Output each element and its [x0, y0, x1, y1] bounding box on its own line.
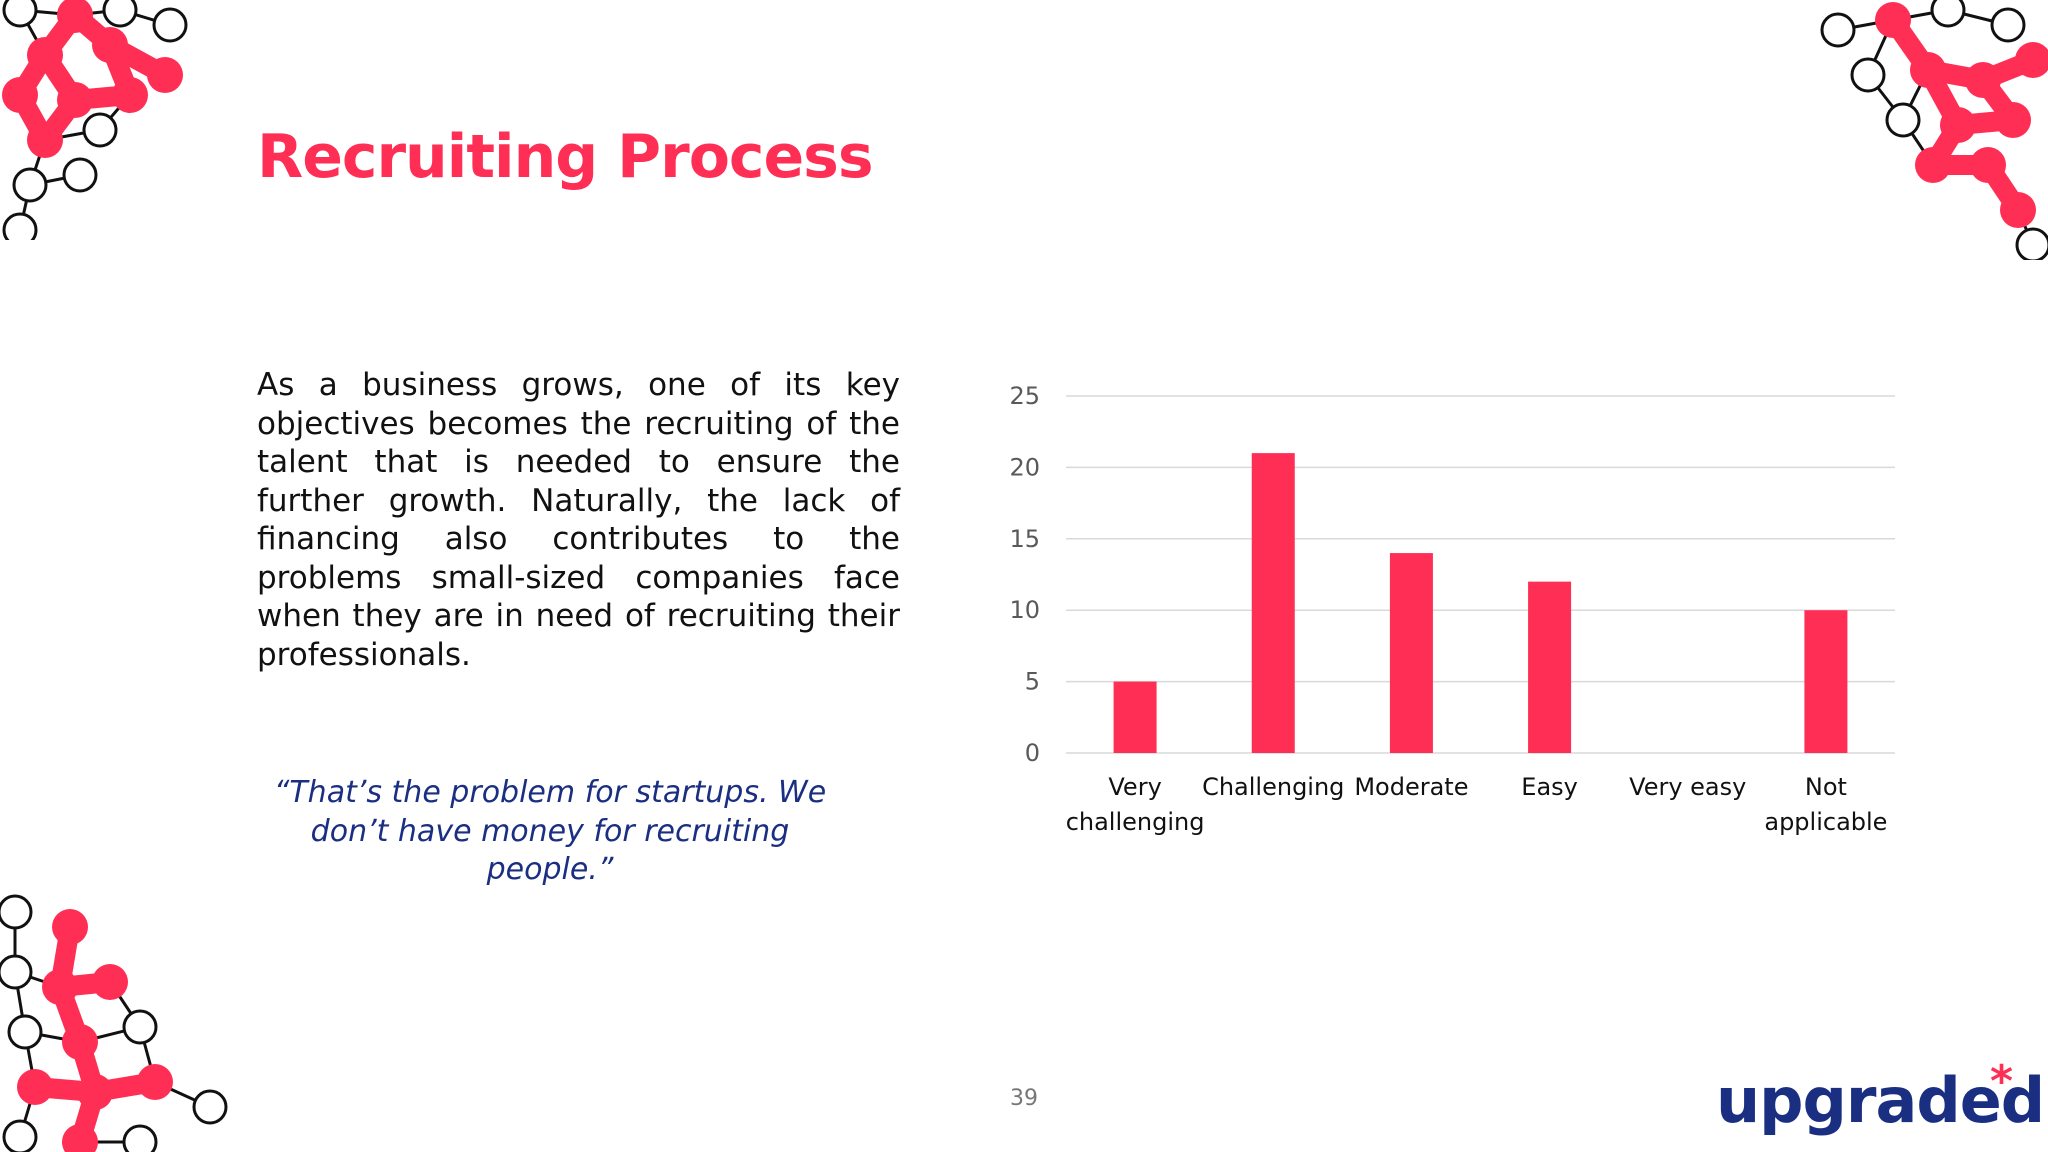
corner-molecule-pattern-bottom-left: [0, 894, 228, 1152]
y-tick-label: 10: [1009, 596, 1040, 624]
body-paragraph: As a business grows, one of its key obje…: [257, 367, 900, 673]
bar: [1113, 681, 1157, 753]
x-category-label: Easy: [1521, 773, 1578, 801]
bar: [1389, 553, 1433, 753]
upgraded-logo: upgraded: [1716, 1064, 2045, 1137]
x-category-label: Challenging: [1202, 773, 1344, 801]
startup-quote: “That’s the problem for startups. We don…: [273, 775, 827, 887]
corner-molecule-pattern-top-left: [2, 0, 188, 240]
page-number: 39: [1010, 1086, 1038, 1111]
x-category-label: Very easy: [1629, 773, 1746, 801]
corner-molecule-pattern-top-right: [1820, 0, 2048, 260]
logo-asterisk-icon: *: [1990, 1056, 2014, 1107]
y-tick-label: 5: [1025, 668, 1040, 696]
y-tick-label: 15: [1009, 525, 1040, 553]
bar: [1528, 581, 1572, 753]
slide-title: Recruiting Process: [257, 122, 874, 192]
x-category-label: Moderate: [1354, 773, 1468, 801]
x-category-label: Very challenging: [1066, 773, 1205, 836]
y-tick-label: 25: [1009, 382, 1040, 410]
x-category-label: Not applicable: [1764, 773, 1887, 836]
y-tick-label: 20: [1009, 453, 1040, 481]
bar: [1251, 453, 1295, 753]
y-tick-label: 0: [1025, 739, 1040, 767]
bar: [1804, 610, 1848, 753]
